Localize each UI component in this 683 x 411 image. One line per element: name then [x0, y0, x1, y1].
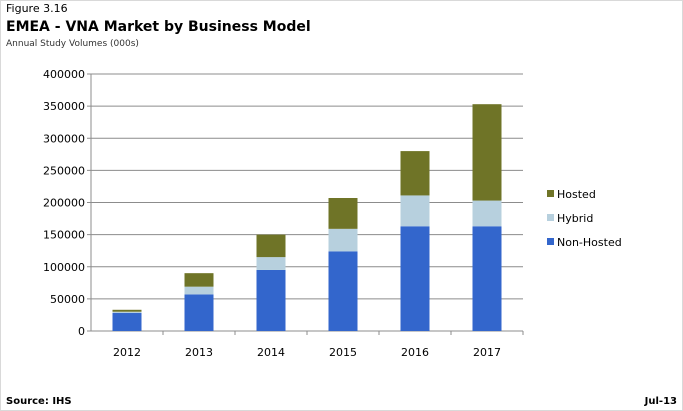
source-note: Source: IHS: [6, 396, 72, 407]
x-tick-label: 2016: [401, 346, 429, 359]
bar-non-hosted-2014: [256, 269, 286, 331]
legend-swatch: [547, 190, 554, 197]
bar-hybrid-2015: [328, 228, 358, 252]
y-tick-label: 100000: [43, 261, 85, 274]
y-tick-label: 50000: [50, 293, 85, 306]
bar-hybrid-2017: [472, 200, 502, 227]
y-tick-label: 300000: [43, 132, 85, 145]
legend-label: Hosted: [557, 188, 596, 201]
y-tick-label: 250000: [43, 164, 85, 177]
chart-subtitle: Annual Study Volumes (000s): [6, 39, 139, 49]
legend-swatch: [547, 214, 554, 221]
bar-non-hosted-2013: [184, 294, 214, 331]
y-tick-label: 350000: [43, 100, 85, 113]
bar-hosted-2013: [184, 273, 214, 287]
legend-swatch: [547, 238, 554, 245]
x-tick-label: 2017: [473, 346, 501, 359]
x-tick-label: 2015: [329, 346, 357, 359]
y-tick-label: 150000: [43, 229, 85, 242]
bar-hybrid-2016: [400, 195, 430, 227]
bar-hosted-2014: [256, 234, 286, 258]
x-tick-label: 2014: [257, 346, 285, 359]
bar-hybrid-2012: [112, 311, 142, 314]
bar-hosted-2017: [472, 104, 502, 201]
bar-hosted-2016: [400, 151, 430, 196]
date-note: Jul-13: [644, 396, 677, 407]
x-tick-label: 2012: [113, 346, 141, 359]
bar-non-hosted-2017: [472, 226, 502, 331]
figure-label: Figure 3.16: [6, 2, 68, 15]
bar-non-hosted-2015: [328, 251, 358, 331]
legend-label: Non-Hosted: [557, 236, 622, 249]
legend-label: Hybrid: [557, 212, 593, 225]
chart-title: EMEA - VNA Market by Business Model: [6, 19, 311, 35]
y-tick-label: 200000: [43, 197, 85, 210]
bar-hybrid-2014: [256, 257, 286, 270]
y-tick-label: 400000: [43, 68, 85, 81]
bar-hybrid-2013: [184, 286, 214, 295]
bar-non-hosted-2016: [400, 226, 430, 331]
bar-hosted-2012: [112, 309, 142, 312]
bar-hosted-2015: [328, 198, 358, 229]
bar-non-hosted-2012: [112, 313, 142, 331]
x-tick-label: 2013: [185, 346, 213, 359]
y-tick-label: 0: [78, 325, 85, 338]
